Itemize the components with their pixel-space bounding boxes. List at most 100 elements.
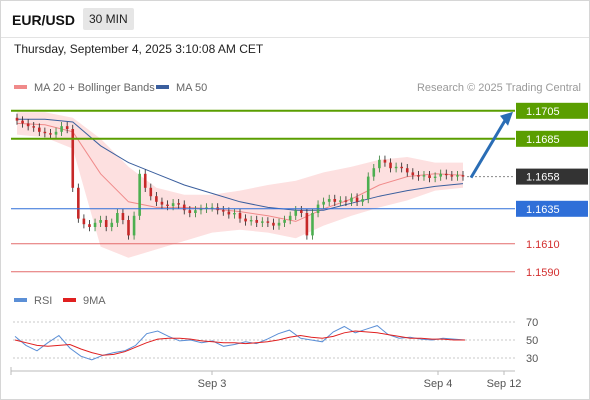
candle [378, 155, 381, 173]
rsi-tick-label: 50 [526, 335, 538, 347]
timeframe-badge[interactable]: 30 MIN [83, 8, 134, 30]
candle [272, 218, 275, 230]
candle [350, 193, 353, 206]
candle [121, 208, 125, 225]
candle [322, 197, 325, 209]
timestamp: Thursday, September 4, 2025 3:10:08 AM C… [14, 42, 264, 56]
rsi-legend-swatch [14, 298, 27, 302]
candle [300, 206, 303, 218]
candle [82, 214, 86, 229]
candle [344, 196, 348, 206]
ma20-legend-swatch [14, 85, 27, 89]
candle [383, 155, 387, 167]
level-label: 1.1635 [526, 204, 560, 216]
candle [199, 204, 203, 215]
candle [255, 215, 259, 227]
candle [210, 203, 214, 212]
candle [283, 215, 286, 227]
candle [155, 192, 158, 206]
x-tick-label: Sep 3 [198, 378, 227, 390]
ma50-legend-swatch [156, 85, 169, 89]
candle [428, 171, 431, 183]
forecast-arrow [469, 111, 513, 179]
candle [49, 129, 52, 139]
ma9-legend-label: 9MA [83, 295, 106, 307]
candle [394, 162, 398, 173]
candle [177, 199, 180, 209]
x-tick-label: Sep 12 [487, 378, 522, 390]
candle [110, 218, 114, 232]
candle [238, 208, 242, 223]
level-label: 1.1590 [526, 267, 560, 279]
candle [422, 171, 426, 181]
candle [104, 215, 108, 232]
candle [188, 206, 192, 218]
candle [249, 215, 253, 226]
candle [127, 215, 130, 240]
candle [389, 158, 392, 173]
candle [417, 171, 420, 181]
candle [77, 183, 80, 223]
price-plot [15, 112, 465, 258]
candle [400, 162, 403, 173]
level-label: 1.1705 [526, 106, 560, 118]
candle [266, 217, 270, 227]
level-tag-resistance [516, 130, 588, 147]
candle [116, 208, 119, 227]
candle [149, 183, 153, 201]
candle [261, 217, 264, 227]
candle [15, 113, 19, 125]
candle [372, 164, 376, 181]
candle [333, 194, 337, 206]
candle [132, 211, 136, 240]
candle [277, 218, 281, 230]
candle [60, 122, 63, 136]
candle [99, 215, 102, 227]
copyright-label: Research © 2025 Trading Central [417, 82, 581, 94]
candle [43, 127, 47, 138]
candle [38, 123, 41, 136]
rsi-tick-label: 30 [526, 353, 538, 365]
candle [311, 208, 314, 240]
candle [355, 193, 359, 206]
symbol-label: EUR/USD [12, 12, 76, 28]
rsi-legend-label: RSI [34, 295, 52, 307]
current-price-label: 1.1658 [526, 172, 560, 184]
candle [205, 203, 208, 213]
candle [54, 127, 58, 139]
candle [433, 172, 437, 183]
price-legend: MA 20 + Bollinger Bands MA 50 [14, 82, 207, 94]
candle [71, 124, 75, 192]
level-label: 1.1610 [526, 239, 560, 251]
bollinger-band [17, 112, 463, 258]
candle [26, 119, 30, 131]
level-tag-pivot [516, 200, 588, 217]
candle [221, 206, 225, 216]
candle [305, 208, 309, 240]
rsi-legend: RSI 9MA [14, 295, 106, 307]
candle [244, 214, 247, 226]
candle [88, 220, 91, 232]
candle [361, 194, 364, 206]
candle [32, 122, 36, 132]
candle [411, 168, 415, 180]
candle [143, 169, 147, 192]
x-tick-label: Sep 4 [424, 378, 453, 390]
candle [65, 122, 69, 134]
candle [21, 116, 24, 128]
candle [194, 206, 197, 218]
candle [461, 171, 465, 181]
candle [182, 200, 186, 215]
level-label: 1.1685 [526, 134, 560, 146]
rsi-tick-label: 70 [526, 317, 538, 329]
current-price-tag [516, 168, 588, 185]
ma20-legend-label: MA 20 + Bollinger Bands [34, 82, 155, 94]
candle [339, 196, 342, 206]
candle [233, 208, 236, 219]
candle [93, 218, 97, 232]
candle [456, 171, 459, 181]
candle [327, 194, 331, 206]
rsi-ma9-line [14, 330, 465, 356]
price-levels: 1.1705 1.1685 1.1635 1.1610 1.1590 1.1658 [11, 102, 588, 279]
